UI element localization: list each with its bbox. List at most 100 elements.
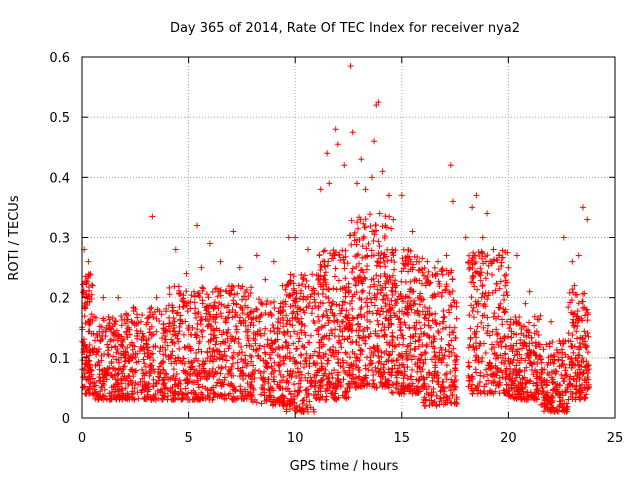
scatter-point (485, 322, 492, 329)
scatter-point (375, 369, 382, 376)
scatter-point (330, 252, 337, 259)
scatter-point (502, 367, 509, 374)
scatter-point (406, 324, 413, 331)
scatter-point (94, 390, 101, 397)
scatter-point (370, 351, 377, 358)
scatter-point (555, 356, 562, 363)
scatter-point (289, 399, 296, 406)
scatter-point (334, 356, 341, 363)
scatter-point (429, 317, 436, 324)
scatter-point (258, 384, 265, 391)
scatter-point (244, 311, 251, 318)
scatter-point (515, 394, 522, 401)
scatter-point (294, 331, 301, 338)
scatter-point (79, 281, 86, 288)
scatter-point (177, 317, 184, 324)
scatter-point (384, 295, 391, 302)
scatter-point (564, 408, 571, 415)
scatter-point (434, 378, 441, 385)
scatter-point (109, 365, 116, 372)
scatter-point (408, 306, 415, 313)
scatter-point (357, 346, 364, 353)
scatter-point (398, 370, 405, 377)
scatter-point (368, 276, 375, 283)
scatter-point (519, 381, 526, 388)
scatter-point (453, 303, 460, 310)
scatter-point (245, 314, 252, 321)
scatter-point (162, 308, 169, 315)
scatter-point (358, 288, 365, 295)
scatter-point (349, 322, 356, 329)
scatter-point (193, 334, 200, 341)
scatter-point (438, 359, 445, 366)
scatter-point (82, 299, 89, 306)
scatter-point (327, 250, 334, 257)
scatter-point (107, 338, 114, 345)
scatter-point (489, 328, 496, 335)
scatter-point (258, 311, 265, 318)
scatter-point (159, 335, 166, 342)
scatter-point (563, 400, 570, 407)
scatter-point (438, 268, 445, 275)
scatter-point (296, 335, 303, 342)
scatter-point (343, 351, 350, 358)
scatter-point-outlier (304, 246, 311, 253)
scatter-point (501, 333, 508, 340)
scatter-point (199, 327, 206, 334)
scatter-point (373, 272, 380, 279)
scatter-point (566, 375, 573, 382)
scatter-point (242, 318, 249, 325)
scatter-point (341, 265, 348, 272)
scatter-point (453, 315, 460, 322)
scatter-point (275, 361, 282, 368)
scatter-point (577, 384, 584, 391)
scatter-point (486, 332, 493, 339)
scatter-point (496, 382, 503, 389)
scatter-point (305, 303, 312, 310)
scatter-point (373, 296, 380, 303)
scatter-point (218, 331, 225, 338)
scatter-point (306, 398, 313, 405)
scatter-point (217, 287, 224, 294)
scatter-point-outlier (560, 234, 567, 241)
scatter-point (181, 344, 188, 351)
scatter-point (191, 299, 198, 306)
scatter-point (122, 385, 129, 392)
scatter-point (382, 300, 389, 307)
scatter-point (526, 340, 533, 347)
scatter-point (270, 376, 277, 383)
scatter-point (249, 398, 256, 405)
scatter-point (526, 352, 533, 359)
scatter-point (321, 322, 328, 329)
scatter-point (429, 294, 436, 301)
scatter-point (479, 312, 486, 319)
scatter-point (499, 374, 506, 381)
scatter-point (291, 328, 298, 335)
scatter-point (560, 337, 567, 344)
scatter-point (405, 311, 412, 318)
scatter-point (324, 381, 331, 388)
scatter-point (415, 267, 422, 274)
scatter-point (331, 366, 338, 373)
scatter-point (82, 278, 89, 285)
y-tick-label: 0.4 (49, 171, 70, 186)
scatter-point (353, 357, 360, 364)
scatter-point (141, 396, 148, 403)
scatter-point (399, 255, 406, 262)
scatter-point (422, 402, 429, 409)
scatter-point (176, 345, 183, 352)
scatter-point (156, 308, 163, 315)
scatter-point (211, 353, 218, 360)
scatter-point (482, 275, 489, 282)
scatter-point (311, 348, 318, 355)
scatter-point (145, 380, 152, 387)
scatter-point (264, 336, 271, 343)
scatter-point (505, 355, 512, 362)
scatter-point (378, 354, 385, 361)
scatter-point (343, 307, 350, 314)
scatter-point (423, 386, 430, 393)
scatter-point (277, 371, 284, 378)
scatter-point (549, 379, 556, 386)
scatter-point-outlier (435, 258, 442, 265)
scatter-point (561, 378, 568, 385)
